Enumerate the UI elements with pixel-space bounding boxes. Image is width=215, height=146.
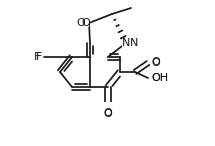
Text: N: N [130, 38, 138, 48]
FancyBboxPatch shape [82, 19, 89, 27]
Text: F: F [34, 52, 40, 62]
Text: O: O [151, 57, 160, 67]
Text: O: O [76, 18, 85, 28]
Text: O: O [104, 108, 112, 118]
FancyBboxPatch shape [104, 102, 112, 112]
Text: N: N [122, 38, 130, 48]
FancyBboxPatch shape [122, 39, 130, 47]
Text: OH: OH [151, 73, 168, 83]
Text: OH: OH [151, 73, 168, 83]
Text: O: O [151, 58, 160, 68]
FancyBboxPatch shape [31, 53, 43, 61]
Text: O: O [82, 18, 90, 28]
Text: F: F [36, 52, 42, 62]
Text: O: O [104, 109, 112, 119]
